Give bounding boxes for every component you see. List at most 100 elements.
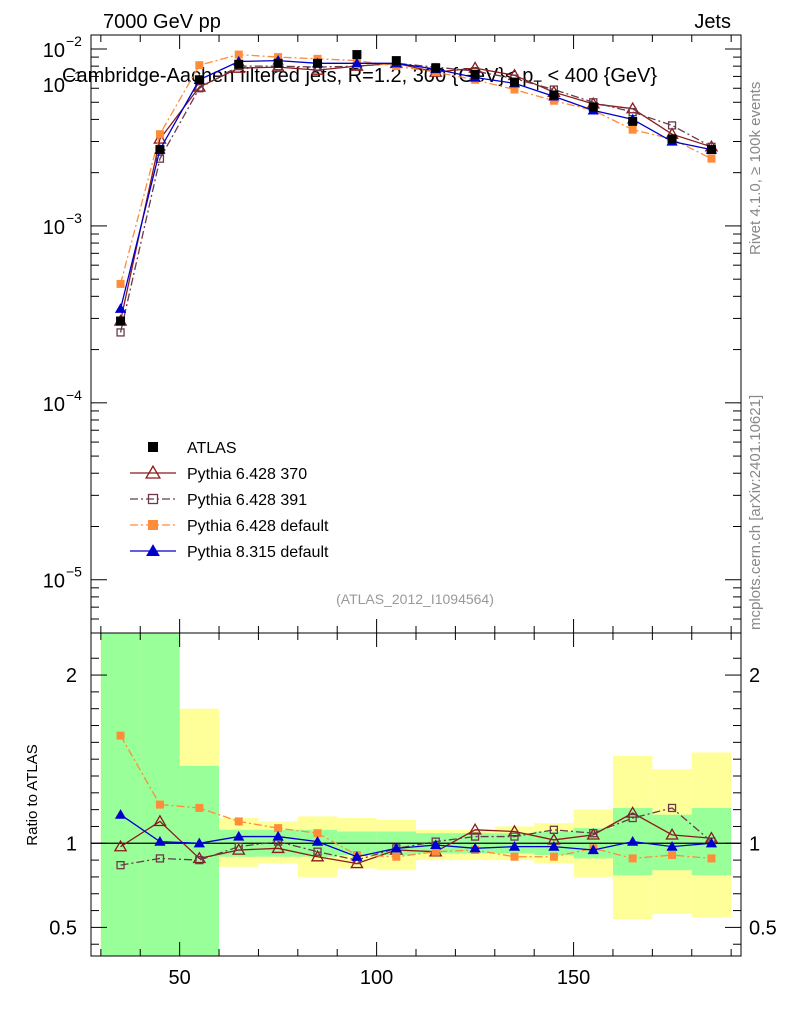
band-inner-bin: [140, 633, 180, 956]
point-pythia-6-428-default: [510, 85, 519, 94]
point-pythia-6-428-391: [667, 121, 677, 130]
ratio-point-pythia-8-315-default: [311, 835, 324, 846]
ratio-point-pythia-6-428-391: [155, 854, 165, 863]
ratio-point-pythia-6-428-391: [313, 847, 322, 856]
y-tick-exp-main: −3: [66, 210, 82, 226]
y-tick-label-ratio: 0.5: [49, 917, 77, 939]
ratio-point-pythia-6-428-default: [195, 803, 204, 812]
ratio-point-pythia-8-315-default: [233, 830, 245, 841]
y-tick-label-ratio-right: 1: [749, 833, 760, 855]
band-inner-bin: [100, 633, 141, 956]
y-tick-exp-top: −1: [66, 68, 82, 84]
point-atlas: [313, 58, 323, 68]
point-atlas: [470, 69, 480, 79]
y-tick-exp-main: −2: [66, 33, 82, 49]
point-pythia-6-428-default: [707, 154, 716, 163]
legend-label-pythia-6-428-370: Pythia 6.428 370: [187, 466, 307, 483]
y-tick-label-main: 10: [43, 571, 65, 593]
analysis-id: (ATLAS_2012_I1094564): [336, 591, 494, 607]
series-line-pythia-6-428-default: [119, 53, 712, 285]
ratio-point-pythia-6-428-391: [470, 832, 480, 841]
ratio-point-pythia-6-428-370: [625, 806, 640, 818]
ratio-line-pythia-6-428-370: [120, 812, 712, 865]
ratio-point-pythia-6-428-391: [116, 861, 125, 870]
ratio-point-pythia-6-428-default: [668, 851, 677, 860]
ratio-point-pythia-6-428-370: [507, 824, 522, 837]
point-atlas: [706, 145, 716, 155]
ratio-line-pythia-6-428-default: [119, 735, 712, 860]
point-atlas: [234, 59, 244, 69]
ratio-point-pythia-8-315-default: [587, 844, 599, 855]
ratio-point-pythia-6-428-370: [350, 856, 364, 869]
point-pythia-6-428-default: [549, 96, 558, 105]
x-tick-label: 50: [169, 967, 191, 989]
header-right: Jets: [694, 11, 731, 33]
legend-label-atlas: ATLAS: [187, 440, 237, 457]
ratio-point-pythia-8-315-default: [666, 841, 678, 851]
point-pythia-6-428-370: [153, 132, 167, 144]
legend-marker-pythia-6-428-default: [148, 520, 158, 530]
point-atlas: [667, 134, 677, 144]
ratio-point-pythia-6-428-370: [310, 849, 325, 862]
ratio-point-pythia-8-315-default: [508, 841, 521, 851]
point-pythia-6-428-default: [195, 61, 204, 70]
y-tick-label-top: 10: [43, 75, 65, 97]
legend-label-pythia-8-315-default: Pythia 8.315 default: [187, 544, 329, 561]
point-atlas: [352, 50, 362, 60]
ratio-point-pythia-8-315-default: [114, 809, 127, 819]
point-atlas: [588, 102, 598, 112]
point-pythia-6-428-391: [195, 84, 204, 93]
ratio-point-pythia-6-428-default: [549, 852, 558, 861]
ratio-point-pythia-6-428-391: [628, 813, 637, 823]
point-pythia-6-428-default: [116, 279, 125, 288]
ratio-panel: 50 100 150 0.5 0.5 1 1 2 2: [49, 632, 777, 989]
ratio-ylabel: Ratio to ATLAS: [24, 744, 41, 845]
plot-title: Cambridge-Aachen filtered jets, R=1.2, 3…: [62, 65, 657, 93]
point-atlas: [431, 63, 441, 73]
main-panel: 10−510−410−310−210−1: [43, 33, 742, 634]
ratio-point-pythia-6-428-370: [665, 827, 679, 840]
plot-title-end: < 400 {GeV}: [542, 65, 657, 87]
point-atlas: [194, 75, 204, 85]
point-pythia-6-428-370: [310, 63, 325, 75]
legend-marker-pythia-8-315-default: [146, 544, 160, 556]
point-pythia-6-428-default: [628, 125, 637, 134]
y-tick-label-main: 10: [43, 40, 65, 62]
ratio-point-pythia-8-315-default: [351, 851, 363, 861]
ratio-point-pythia-8-315-default: [705, 837, 718, 848]
y-tick-label-main: 10: [43, 394, 65, 416]
y-tick-label-ratio: 2: [66, 665, 77, 687]
ratio-point-pythia-6-428-391: [195, 855, 204, 865]
point-atlas: [509, 77, 519, 87]
point-atlas: [549, 90, 559, 100]
ratio-point-pythia-6-428-370: [113, 839, 128, 852]
legend-marker-pythia-6-428-370: [144, 464, 162, 479]
mcplots-label: mcplots.cern.ch [arXiv:2401.10621]: [747, 395, 764, 630]
ratio-point-pythia-8-315-default: [193, 837, 205, 848]
legend-marker-atlas: [148, 442, 158, 452]
legend-label-pythia-6-428-default: Pythia 6.428 default: [187, 518, 329, 535]
ratio-point-pythia-6-428-370: [153, 814, 167, 827]
ratio-line-pythia-6-428-391: [120, 807, 712, 866]
ratio-point-pythia-6-428-391: [589, 829, 598, 838]
point-atlas: [273, 58, 283, 68]
ratio-point-pythia-8-315-default: [548, 841, 560, 851]
point-atlas: [155, 145, 165, 155]
y-tick-exp-main: −5: [66, 564, 82, 580]
y-tick-label-ratio-right: 0.5: [749, 917, 777, 939]
ratio-point-pythia-6-428-default: [707, 854, 716, 863]
series-line-pythia-6-428-391: [119, 62, 712, 333]
ratio-point-pythia-6-428-default: [313, 829, 322, 838]
series-line-pythia-6-428-370: [119, 62, 712, 322]
ratio-point-pythia-6-428-370: [192, 851, 207, 864]
point-atlas: [391, 56, 401, 66]
ratio-point-pythia-6-428-391: [667, 803, 677, 813]
y-tick-label-ratio-right: 2: [749, 665, 760, 687]
y-tick-label-main: 10: [43, 217, 65, 239]
ratio-point-pythia-6-428-370: [231, 843, 246, 855]
ratio-point-pythia-8-315-default: [272, 830, 284, 841]
y-tick-exp-main: −4: [66, 387, 82, 403]
point-pythia-6-428-default: [155, 130, 164, 139]
point-pythia-6-428-default: [234, 50, 243, 59]
